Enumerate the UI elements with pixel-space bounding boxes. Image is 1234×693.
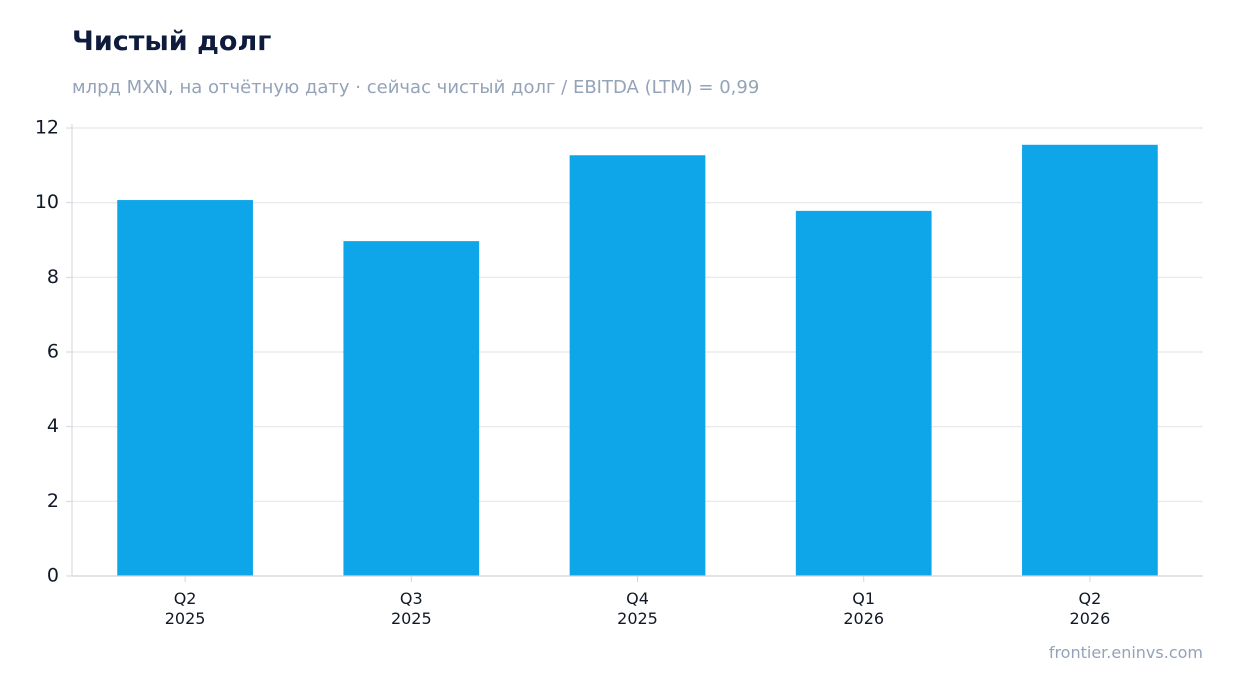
x-tick-label: Q2 2026 — [1070, 589, 1111, 628]
x-tick-label: Q4 2025 — [617, 589, 658, 628]
chart-subtitle: млрд MXN, на отчётную дату · сейчас чист… — [72, 77, 760, 98]
bar — [343, 241, 480, 576]
x-tick-label: Q2 2025 — [165, 589, 206, 628]
y-tick-label: 6 — [47, 341, 59, 363]
y-tick-label: 12 — [35, 117, 59, 139]
x-tick-label-line: 2026 — [1070, 609, 1111, 628]
x-tick-label: Q1 2026 — [843, 589, 884, 628]
x-tick-label-line: Q2 — [1079, 589, 1102, 608]
source-label: frontier.eninvs.com — [1048, 643, 1203, 662]
y-tick-label: 10 — [35, 191, 59, 213]
x-tick-label-line: Q2 — [174, 589, 197, 608]
x-tick-label-line: Q1 — [852, 589, 875, 608]
y-tick-label: 0 — [47, 565, 59, 587]
x-tick-label-line: 2025 — [391, 609, 432, 628]
y-tick-label: 8 — [47, 266, 59, 288]
x-tick-label: Q3 2025 — [391, 589, 432, 628]
y-tick-label: 4 — [47, 415, 59, 437]
x-tick-label-line: 2026 — [843, 609, 884, 628]
x-tick-label-line: 2025 — [165, 609, 206, 628]
x-tick-label-line: Q3 — [400, 589, 423, 608]
x-tick-label-line: Q4 — [626, 589, 649, 608]
chart-title: Чистый долг — [72, 26, 272, 57]
bar — [569, 155, 706, 576]
x-tick-label-line: 2025 — [617, 609, 658, 628]
bar — [795, 210, 932, 576]
y-tick-label: 2 — [47, 490, 59, 512]
bar — [1022, 144, 1158, 577]
bar — [117, 200, 253, 576]
